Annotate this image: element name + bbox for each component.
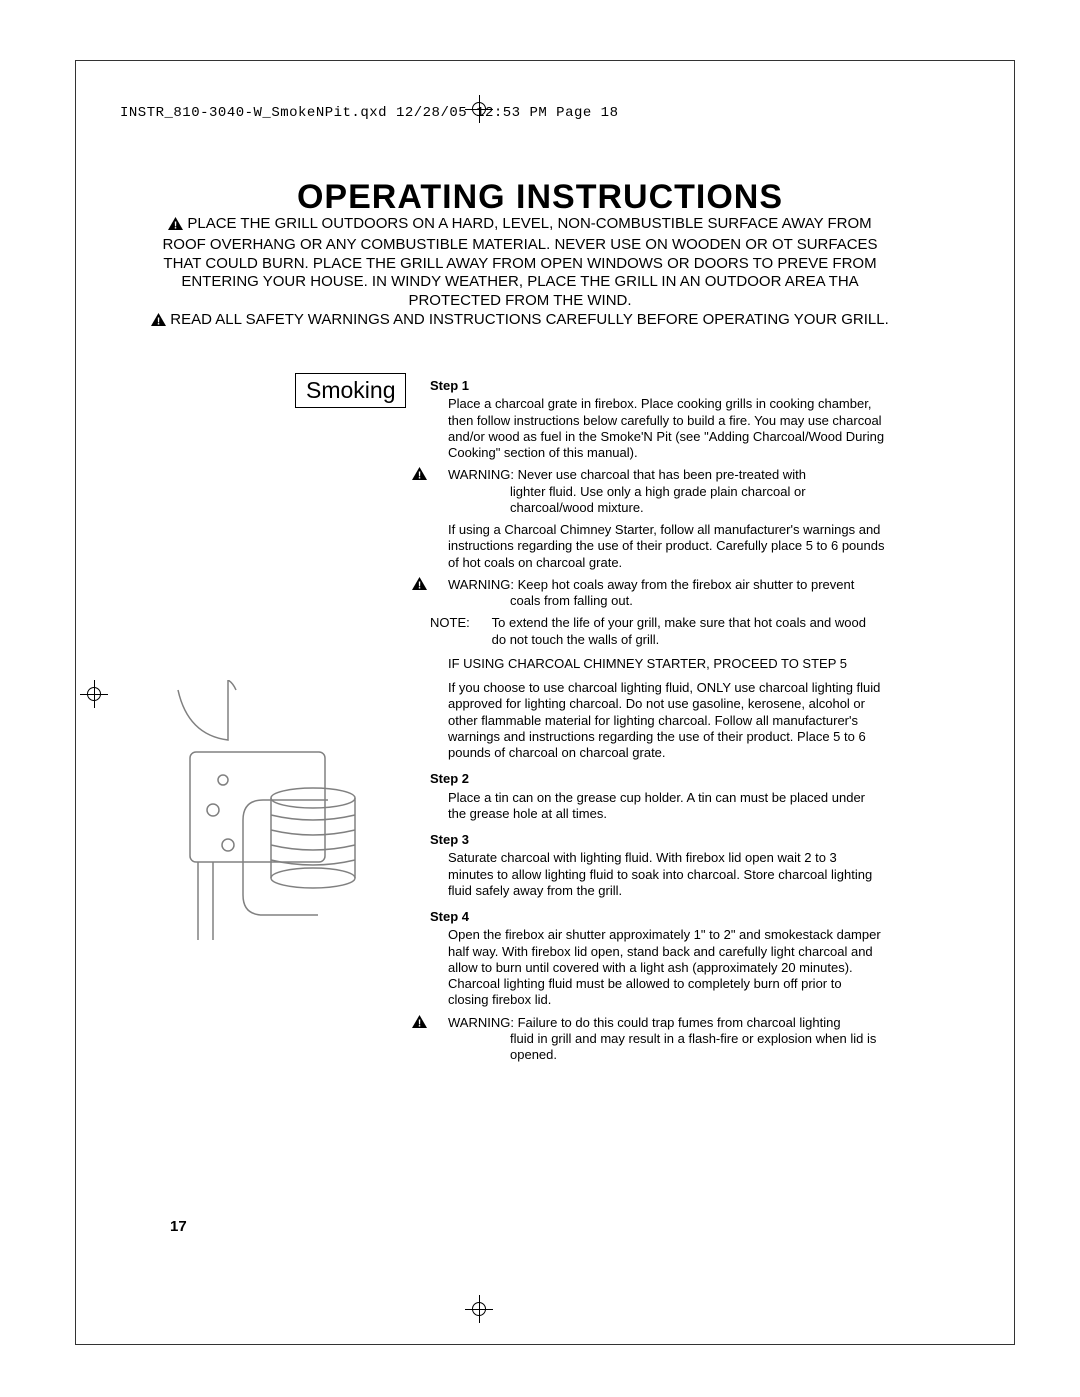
svg-text:!: ! [174, 221, 177, 231]
warning-text: lighter fluid. Use only a high grade pla… [510, 484, 885, 517]
step-body: Open the firebox air shutter approximate… [448, 927, 885, 1008]
step-heading: Step 3 [430, 832, 885, 848]
intro-text: READ ALL SAFETY WARNINGS AND INSTRUCTION… [170, 311, 888, 328]
intro-text: PLACE THE GRILL OUTDOORS ON A HARD, LEVE… [162, 215, 877, 309]
steps-column: Step 1 Place a charcoal grate in firebox… [430, 378, 885, 1069]
grease-cup-illustration [168, 680, 383, 940]
step-heading: Step 1 [430, 378, 885, 394]
manual-page: INSTR_810-3040-W_SmokeNPit.qxd 12/28/05 … [0, 0, 1080, 1397]
note-text: To extend the life of your grill, make s… [492, 615, 872, 648]
warning-row: ! WARNING: Never use charcoal that has b… [430, 467, 885, 516]
step-heading: Step 4 [430, 909, 885, 925]
svg-text:!: ! [418, 471, 421, 481]
step-body: Saturate charcoal with lighting fluid. W… [448, 850, 885, 899]
warning-text: Failure to do this could trap fumes from… [518, 1015, 841, 1030]
registration-mark-icon [465, 1295, 493, 1323]
warning-icon: ! [412, 577, 427, 594]
print-slug: INSTR_810-3040-W_SmokeNPit.qxd 12/28/05 … [120, 105, 618, 121]
svg-text:!: ! [157, 317, 160, 327]
page-number: 17 [170, 1218, 187, 1235]
warning-label: WARNING: [448, 467, 514, 482]
warning-icon: ! [151, 312, 166, 332]
registration-mark-icon [465, 95, 493, 123]
warning-text: coals from falling out. [510, 593, 885, 609]
warning-text: fluid in grill and may result in a flash… [510, 1031, 885, 1064]
note-row: NOTE: To extend the life of your grill, … [430, 615, 885, 648]
proceed-line: IF USING CHARCOAL CHIMNEY STARTER, PROCE… [448, 656, 885, 672]
warning-row: ! WARNING: Failure to do this could trap… [430, 1015, 885, 1064]
svg-text:!: ! [418, 1018, 421, 1028]
warning-icon: ! [412, 1015, 427, 1032]
step-body: If using a Charcoal Chimney Starter, fol… [448, 522, 885, 571]
note-label: NOTE: [430, 615, 488, 631]
step-body: Place a tin can on the grease cup holder… [448, 790, 885, 823]
step-body: If you choose to use charcoal lighting f… [448, 680, 885, 761]
warning-text: Keep hot coals away from the firebox air… [518, 577, 855, 592]
warning-label: WARNING: [448, 1015, 514, 1030]
registration-mark-icon [80, 680, 108, 708]
warning-icon: ! [412, 467, 427, 484]
step-body: Place a charcoal grate in firebox. Place… [448, 396, 885, 461]
step-heading: Step 2 [430, 771, 885, 787]
intro-warning-2: ! READ ALL SAFETY WARNINGS AND INSTRUCTI… [150, 310, 890, 332]
intro-warning-1: ! PLACE THE GRILL OUTDOORS ON A HARD, LE… [150, 215, 890, 311]
warning-text: Never use charcoal that has been pre-tre… [518, 467, 806, 482]
warning-icon: ! [168, 217, 183, 236]
svg-text:!: ! [418, 580, 421, 590]
section-label-smoking: Smoking [295, 373, 406, 408]
warning-label: WARNING: [448, 577, 514, 592]
warning-row: ! WARNING: Keep hot coals away from the … [430, 577, 885, 610]
page-title: OPERATING INSTRUCTIONS [0, 178, 1080, 217]
